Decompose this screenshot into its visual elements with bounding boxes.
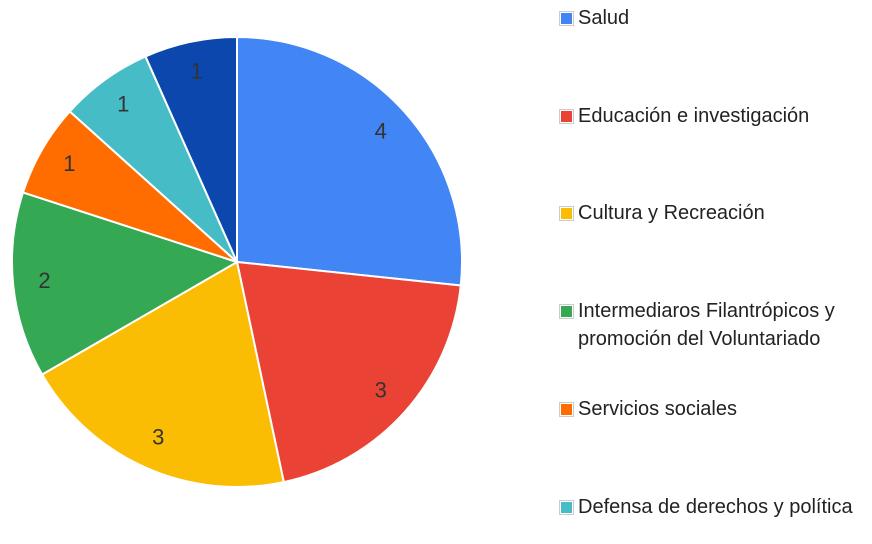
slice-label: 3: [375, 377, 387, 402]
pie-slice: [40, 260, 285, 488]
slice-label: 1: [191, 59, 203, 84]
pie-slice: [11, 191, 240, 376]
legend-label: Cultura y Recreación: [578, 202, 765, 225]
legend-item: Educación e investigación: [559, 102, 860, 130]
slice-label: 2: [38, 268, 50, 293]
legend-item: Salud: [559, 4, 860, 32]
legend-swatch: [559, 108, 574, 124]
pie-slice: [235, 260, 462, 484]
slice-label: 1: [117, 91, 129, 116]
legend-label: Intermediaros Filantrópicos y promoción …: [578, 300, 835, 351]
slice-label: 1: [63, 151, 75, 176]
legend-label: Defensa de derechos y política: [578, 495, 853, 518]
legend-swatch: [559, 206, 574, 222]
pie-slice: [236, 35, 463, 287]
slice-label: 3: [152, 425, 164, 450]
pie-slice: [144, 35, 238, 263]
legend-swatch: [559, 499, 574, 515]
slice-label: 4: [375, 118, 387, 143]
legend-item: Defensa de derechos y política: [559, 493, 860, 521]
legend-label: Servicios sociales: [578, 397, 737, 420]
legend-swatch: [559, 304, 574, 320]
legend-label: Educación e investigación: [578, 104, 810, 127]
legend-item: Servicios sociales: [559, 395, 860, 423]
pie: 4 3 3 2 1 1 1: [11, 35, 463, 488]
legend-swatch: [559, 401, 574, 417]
legend-swatch: [559, 11, 574, 26]
legend-item: Cultura y Recreación: [559, 199, 860, 227]
legend-label: Salud: [578, 7, 630, 29]
legend-item: Intermediaros Filantrópicos y promoción …: [559, 297, 860, 353]
